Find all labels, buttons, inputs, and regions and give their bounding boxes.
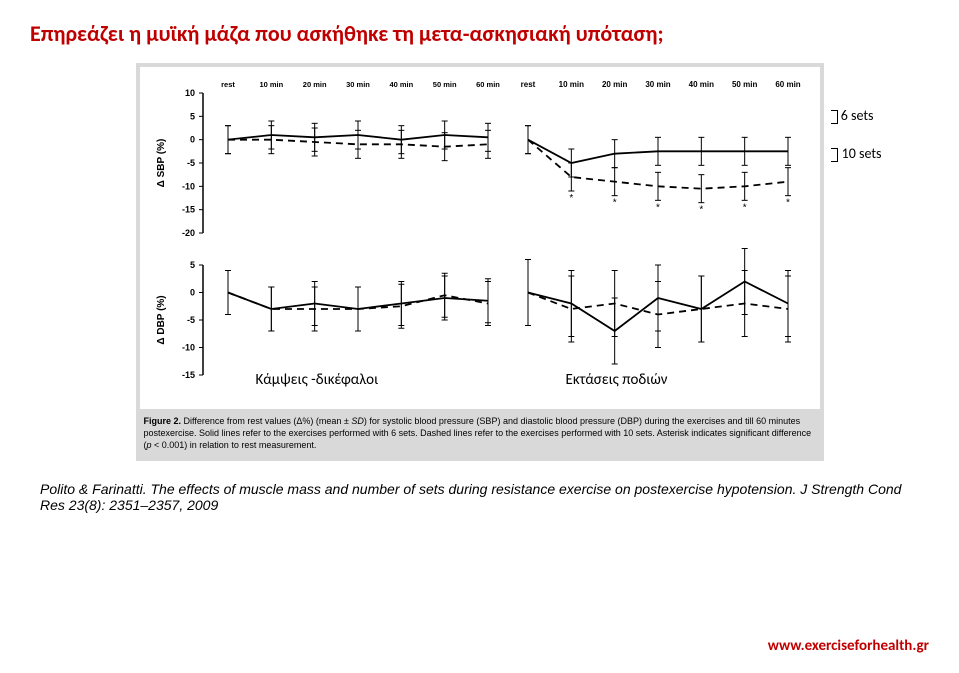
svg-text:5: 5 [189,111,194,121]
svg-text:0: 0 [189,288,194,298]
svg-text:*: * [699,205,703,216]
svg-text:-20: -20 [181,228,194,238]
svg-text:-5: -5 [186,315,194,325]
svg-text:*: * [612,198,616,209]
overlay-left: Κάμψεις -δικέφαλοι [250,369,385,391]
svg-text:30 min: 30 min [346,80,370,89]
overlay-right: Εκτάσεις ποδιών [560,369,674,391]
svg-text:60 min: 60 min [476,80,500,89]
svg-text:50 min: 50 min [731,80,756,89]
svg-text:60 min: 60 min [775,80,800,89]
svg-text:-10: -10 [181,181,194,191]
footer-url: www.exerciseforhealth.gr [768,637,929,655]
chart-svg: -20 -15 -10 -5 0 5 10 Δ SBP (%) rest 10 min 20 min… [148,75,808,405]
svg-text:0: 0 [189,135,194,145]
svg-text:50 min: 50 min [432,80,456,89]
svg-text:-5: -5 [186,158,194,168]
svg-text:-15: -15 [181,205,194,215]
figure-inner: 6 sets 10 sets -20-15-10-50510Δ SBP (%)r… [140,67,820,409]
annot-6sets-label: 6 sets [841,107,874,124]
svg-text:-10: -10 [181,343,194,353]
svg-text:-15: -15 [181,370,194,380]
svg-text:rest: rest [221,80,235,89]
svg-text:*: * [656,202,660,213]
svg-text:*: * [742,202,746,213]
svg-text:Δ DBP (%): Δ DBP (%) [156,295,167,344]
svg-text:5: 5 [189,260,194,270]
page-title: Επηρεάζει η μυϊκή μάζα που ασκήθηκε τη μ… [30,20,929,47]
annot-10sets: 10 sets [827,145,881,162]
citation: Polito & Farinatti. The effects of muscl… [40,481,929,513]
svg-text:rest: rest [520,80,535,89]
svg-text:Δ SBP (%): Δ SBP (%) [156,139,167,188]
caption-text: Difference from rest values (Δ%) (mean ±… [144,416,812,450]
svg-text:40 min: 40 min [389,80,413,89]
svg-text:10: 10 [184,88,194,98]
annot-6sets: 6 sets [827,107,874,124]
svg-text:40 min: 40 min [688,80,713,89]
svg-text:10 min: 10 min [259,80,283,89]
svg-text:*: * [569,193,573,204]
figure-container: 6 sets 10 sets -20-15-10-50510Δ SBP (%)r… [136,63,824,461]
annot-10sets-label: 10 sets [842,145,882,162]
svg-text:10 min: 10 min [558,80,583,89]
svg-text:20 min: 20 min [601,80,626,89]
svg-text:20 min: 20 min [302,80,326,89]
svg-text:*: * [786,198,790,209]
figure-caption: Figure 2. Difference from rest values (Δ… [140,409,820,457]
svg-text:30 min: 30 min [645,80,670,89]
